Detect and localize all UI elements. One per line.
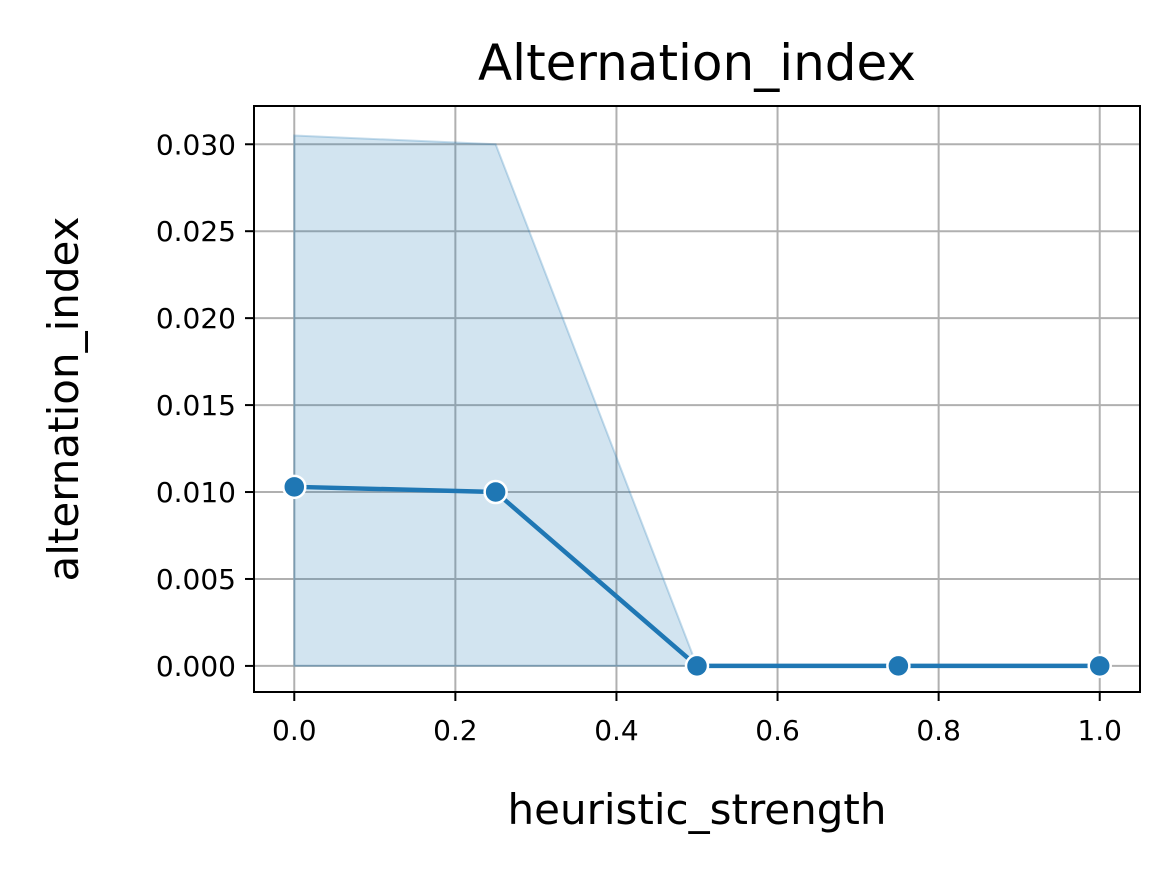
plot-frame [253,105,1141,693]
data-point-0-1 [483,479,508,505]
x-tick-label-3: 0.6 [755,714,800,747]
data-point-0-4 [1087,653,1112,679]
data-point-0-2 [684,653,710,679]
y-tick-label-6: 0.030 [156,128,236,161]
x-tick-label-1: 0.2 [433,714,478,747]
data-point-layer [282,474,1112,679]
y-tick-label-0: 0.000 [156,650,236,683]
grid-lines [254,106,1140,692]
y-tick-label-2: 0.010 [156,476,236,509]
x-axis-ticks: 0.0 0.2 0.4 0.6 0.8 1.0 [272,692,1122,747]
x-tick-label-0: 0.0 [272,714,317,747]
y-axis-ticks: 0.000 0.005 0.010 0.015 0.020 0.025 0.030 [156,128,254,683]
chart-title: Alternation_index [478,34,916,92]
y-tick-label-3: 0.015 [156,389,236,422]
x-tick-label-5: 1.0 [1077,714,1122,747]
y-tick-label-4: 0.020 [156,302,236,335]
y-tick-label-5: 0.025 [156,215,236,248]
confidence-band-0 [293,134,1100,667]
x-tick-label-2: 0.4 [594,714,639,747]
data-point-0-0 [282,474,307,500]
data-point-0-3 [886,653,911,679]
x-axis-label: heuristic_strength [507,785,886,834]
y-tick-label-1: 0.005 [156,563,236,596]
confidence-band-layer [293,134,1100,667]
x-tick-label-4: 0.8 [916,714,961,747]
y-axis-label: alternation_index [39,217,88,582]
